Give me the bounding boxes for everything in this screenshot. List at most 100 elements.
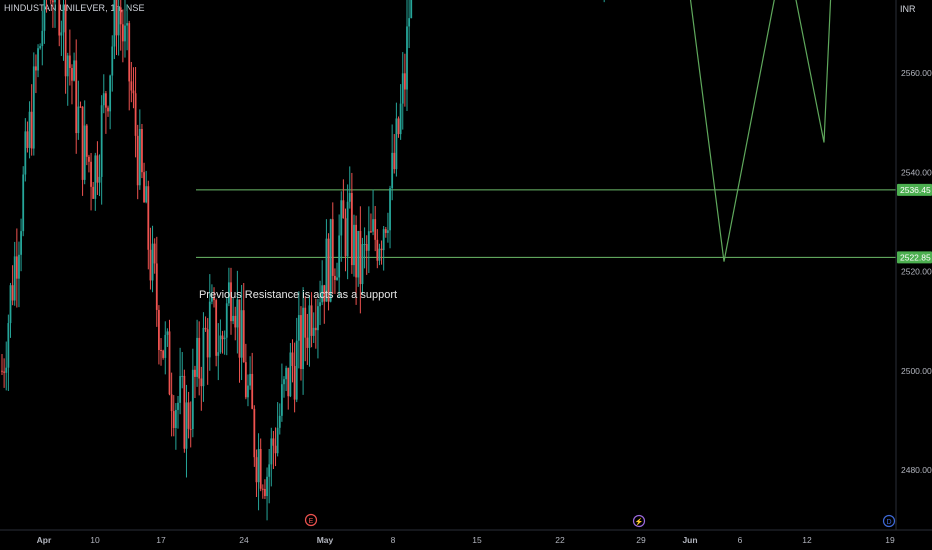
candle-body bbox=[26, 131, 29, 148]
candle-body bbox=[278, 415, 281, 428]
candle-body bbox=[285, 367, 288, 380]
level-price-label: 2536.45 bbox=[900, 185, 931, 195]
candle-body bbox=[264, 488, 266, 497]
candle-body bbox=[96, 155, 99, 183]
candle-body bbox=[319, 302, 321, 307]
event-marker bbox=[882, 514, 896, 528]
candle-body bbox=[223, 337, 226, 340]
candle-body bbox=[155, 263, 158, 310]
event-marker bbox=[304, 513, 318, 527]
candle-body bbox=[81, 106, 84, 180]
candle-body bbox=[22, 174, 25, 232]
candle-body bbox=[77, 106, 80, 134]
y-tick-label: 2520.00 bbox=[901, 267, 932, 277]
candle-body bbox=[71, 68, 73, 81]
candle-body bbox=[73, 60, 75, 81]
candle-body bbox=[104, 93, 107, 108]
candle-body bbox=[181, 375, 184, 377]
candle-body bbox=[160, 350, 162, 352]
candle-body bbox=[43, 0, 46, 31]
candle-body bbox=[406, 26, 408, 90]
candle-body bbox=[325, 238, 328, 302]
candle-body bbox=[376, 239, 379, 261]
candle-body bbox=[230, 282, 232, 322]
candle-body bbox=[289, 352, 292, 397]
candle-body bbox=[306, 337, 309, 348]
candle-body bbox=[247, 385, 249, 398]
candle-body bbox=[232, 315, 235, 322]
candle-body bbox=[374, 219, 377, 240]
candle-body bbox=[300, 315, 302, 370]
candle-body bbox=[20, 231, 22, 255]
candle-body bbox=[251, 373, 254, 409]
candle-body bbox=[272, 438, 275, 446]
annotation-text: Previous Resistance is acts as a support bbox=[199, 289, 397, 301]
candle-body bbox=[170, 394, 173, 412]
candle-body bbox=[259, 448, 262, 489]
candle-body bbox=[7, 323, 10, 368]
candle-body bbox=[255, 457, 258, 483]
y-tick-label: 2560.00 bbox=[901, 68, 932, 78]
candle-body bbox=[297, 315, 300, 341]
candle-body bbox=[387, 230, 389, 233]
candle-body bbox=[1, 370, 3, 372]
candle-body bbox=[109, 75, 112, 112]
candle-body bbox=[202, 327, 205, 387]
candle-body bbox=[338, 235, 341, 278]
candle-body bbox=[380, 248, 383, 251]
candle-body bbox=[408, 18, 411, 27]
candle-body bbox=[331, 219, 334, 276]
candle-body bbox=[350, 193, 353, 266]
candle-body bbox=[37, 48, 39, 71]
candle-body bbox=[208, 301, 211, 358]
currency-label: INR bbox=[900, 4, 916, 14]
candle-body bbox=[355, 224, 358, 278]
candle-body bbox=[92, 186, 95, 199]
level-price-tag bbox=[897, 251, 932, 264]
chart-title: HINDUSTAN UNILEVER, 1h, NSE bbox=[4, 3, 145, 13]
candle-body bbox=[11, 285, 14, 301]
candle-body bbox=[102, 93, 105, 106]
candle-body bbox=[107, 107, 109, 112]
candle-body bbox=[111, 46, 114, 76]
candle-body bbox=[79, 106, 82, 108]
candle-body bbox=[149, 249, 152, 281]
candle-body bbox=[268, 464, 271, 477]
candle-body bbox=[236, 299, 239, 328]
candle-body bbox=[295, 340, 298, 400]
candle-body bbox=[28, 111, 31, 148]
candle-body bbox=[153, 243, 156, 264]
candle-body bbox=[348, 193, 351, 202]
candle-body bbox=[128, 23, 131, 82]
x-tick-label: 10 bbox=[90, 535, 100, 545]
candle-body bbox=[200, 378, 203, 387]
candle-body bbox=[32, 66, 35, 149]
x-tick-label: 17 bbox=[156, 535, 166, 545]
candle-body bbox=[242, 310, 245, 363]
candle-body bbox=[75, 60, 78, 134]
candle-body bbox=[194, 369, 196, 377]
candle-body bbox=[183, 375, 186, 449]
x-tick-label: 29 bbox=[636, 535, 646, 545]
candle-body bbox=[94, 155, 97, 199]
candle-body bbox=[138, 128, 141, 186]
candle-body bbox=[121, 24, 124, 42]
candle-body bbox=[117, 7, 120, 36]
candle-body bbox=[399, 103, 402, 135]
candle-body bbox=[283, 379, 285, 385]
candle-body bbox=[310, 305, 313, 336]
candle-body bbox=[384, 229, 387, 233]
candle-body bbox=[83, 125, 86, 180]
candle-body bbox=[238, 299, 241, 358]
candle-body bbox=[302, 307, 304, 370]
candle-body bbox=[134, 93, 137, 136]
candle-body bbox=[3, 371, 6, 373]
candle-body bbox=[308, 305, 311, 348]
candle-body bbox=[389, 188, 391, 231]
candle-body bbox=[327, 238, 330, 302]
event-marker bbox=[632, 514, 646, 528]
candle-body bbox=[323, 285, 326, 302]
candle-body bbox=[219, 335, 222, 353]
candle-body bbox=[244, 362, 247, 398]
